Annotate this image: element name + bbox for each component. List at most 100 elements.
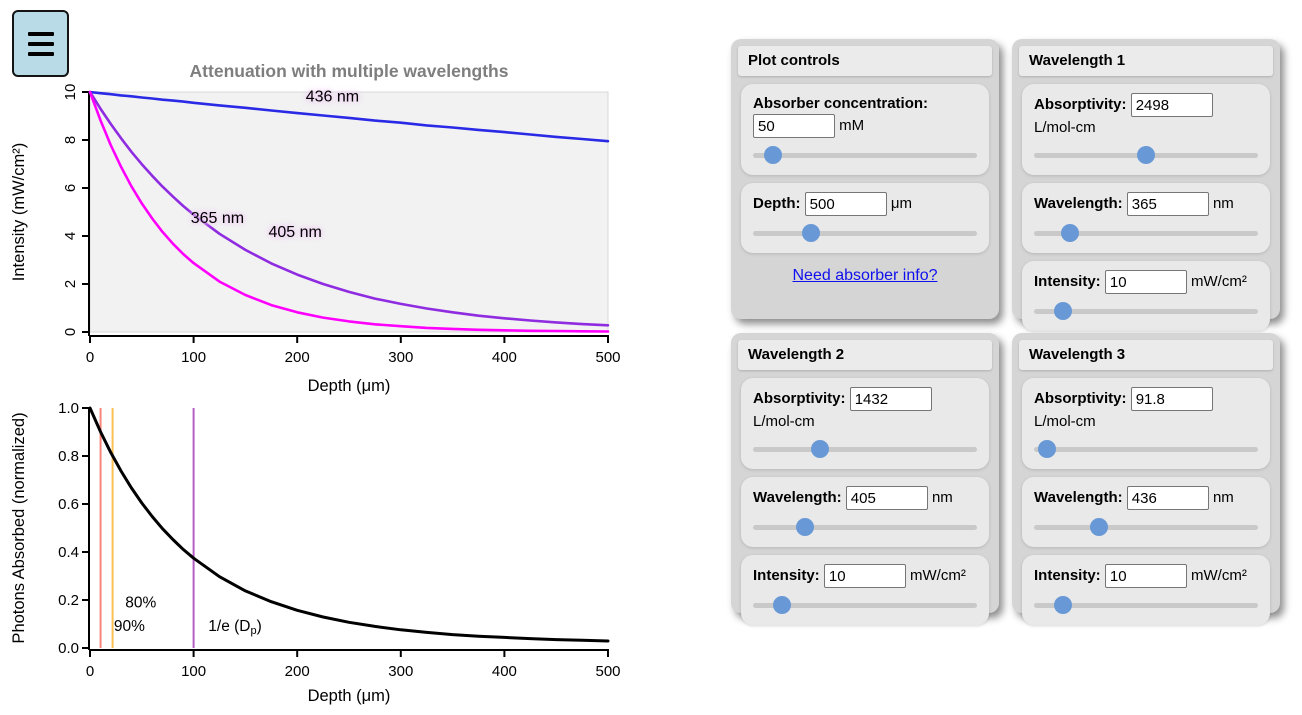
slider-track bbox=[753, 153, 977, 158]
absorptivity-input[interactable] bbox=[1130, 387, 1213, 411]
wavelength-slider[interactable] bbox=[753, 518, 977, 537]
wavelength-2-panel: Wavelength 2 Absorptivity: L/mol-cm Wave… bbox=[731, 333, 999, 625]
svg-text:6: 6 bbox=[62, 184, 79, 192]
absorptivity-input[interactable] bbox=[1130, 93, 1213, 117]
absorptivity-slider[interactable] bbox=[1034, 440, 1258, 459]
slider-thumb[interactable] bbox=[1137, 146, 1155, 164]
svg-text:0: 0 bbox=[86, 663, 94, 680]
wavelength-slider[interactable] bbox=[1034, 518, 1258, 537]
svg-text:2: 2 bbox=[62, 280, 79, 288]
slider-thumb[interactable] bbox=[1054, 302, 1073, 320]
wavelength-input[interactable] bbox=[1126, 192, 1209, 216]
depth-slider[interactable] bbox=[753, 224, 977, 243]
absorptivity-unit: L/mol-cm bbox=[753, 413, 815, 430]
intensity-input[interactable] bbox=[1104, 564, 1187, 588]
absorptivity-control: Absorptivity: L/mol-cm bbox=[1022, 84, 1270, 175]
svg-text:Depth (μm): Depth (μm) bbox=[308, 687, 391, 705]
plot-controls-panel: Plot controls Absorber concentration: mM… bbox=[731, 39, 999, 319]
wavelength-slider[interactable] bbox=[1034, 224, 1258, 243]
svg-text:436 nm: 436 nm bbox=[306, 89, 359, 106]
absorptivity-slider[interactable] bbox=[1034, 146, 1258, 165]
svg-text:90%: 90% bbox=[114, 618, 145, 635]
svg-text:500: 500 bbox=[595, 349, 620, 366]
svg-text:300: 300 bbox=[388, 663, 413, 680]
slider-thumb[interactable] bbox=[1038, 440, 1057, 458]
slider-track bbox=[753, 603, 977, 608]
wavelength-unit: nm bbox=[931, 488, 953, 506]
wavelength-input[interactable] bbox=[1126, 486, 1209, 510]
absorptivity-input[interactable] bbox=[849, 387, 932, 411]
slider-thumb[interactable] bbox=[764, 146, 783, 164]
svg-text:200: 200 bbox=[285, 349, 310, 366]
wavelength-control: Wavelength: nm bbox=[741, 477, 989, 547]
svg-text:1.0: 1.0 bbox=[58, 400, 79, 417]
absorber-info-link[interactable]: Need absorber info? bbox=[792, 267, 938, 284]
wavelength-unit: nm bbox=[1212, 488, 1234, 506]
hamburger-bar bbox=[27, 41, 54, 46]
absorptivity-slider[interactable] bbox=[753, 440, 977, 459]
menu-button[interactable] bbox=[12, 10, 69, 77]
intensity-control: Intensity: mW/cm² bbox=[1022, 555, 1270, 625]
svg-text:0: 0 bbox=[62, 328, 79, 336]
slider-thumb[interactable] bbox=[811, 440, 830, 458]
intensity-slider[interactable] bbox=[1034, 596, 1258, 615]
svg-text:400: 400 bbox=[492, 663, 517, 680]
hamburger-bar bbox=[27, 51, 54, 56]
svg-text:4: 4 bbox=[62, 232, 79, 240]
intensity-input[interactable] bbox=[823, 564, 906, 588]
svg-text:400: 400 bbox=[492, 349, 517, 366]
wavelength-input[interactable] bbox=[845, 486, 928, 510]
intensity-control: Intensity: mW/cm² bbox=[741, 555, 989, 625]
svg-text:10: 10 bbox=[62, 84, 79, 101]
absorptivity-label: Absorptivity: bbox=[753, 389, 846, 407]
wavelength-label: Wavelength: bbox=[753, 488, 842, 506]
slider-thumb[interactable] bbox=[773, 596, 792, 614]
wavelength-label: Wavelength: bbox=[1034, 194, 1123, 212]
svg-text:100: 100 bbox=[181, 663, 206, 680]
intensity-slider[interactable] bbox=[1034, 302, 1258, 321]
slider-thumb[interactable] bbox=[1054, 596, 1073, 614]
svg-text:Depth (μm): Depth (μm) bbox=[308, 377, 391, 395]
absorber-concentration-unit: mM bbox=[839, 116, 865, 134]
attenuation-chart: Attenuation with multiple wavelengths 0 10… bbox=[10, 61, 621, 395]
slider-track bbox=[753, 525, 977, 530]
svg-text:100: 100 bbox=[181, 349, 206, 366]
svg-text:0.0: 0.0 bbox=[58, 640, 79, 657]
svg-text:0.4: 0.4 bbox=[58, 544, 79, 561]
svg-text:200: 200 bbox=[285, 663, 310, 680]
intensity-unit: mW/cm² bbox=[1191, 566, 1247, 584]
wavelength-control: Wavelength: nm bbox=[1022, 477, 1270, 547]
slider-thumb[interactable] bbox=[1060, 224, 1079, 242]
slider-track bbox=[1034, 309, 1258, 314]
svg-text:Photons Absorbed (normalized): Photons Absorbed (normalized) bbox=[10, 412, 28, 643]
absorber-concentration-slider[interactable] bbox=[753, 146, 977, 165]
slider-track bbox=[1034, 603, 1258, 608]
intensity-label: Intensity: bbox=[1034, 272, 1101, 290]
intensity-slider[interactable] bbox=[753, 596, 977, 615]
panel-title: Wavelength 2 bbox=[738, 340, 992, 370]
depth-input[interactable] bbox=[804, 192, 887, 216]
depth-label: Depth: bbox=[753, 194, 801, 212]
slider-thumb[interactable] bbox=[1089, 518, 1108, 536]
slider-track bbox=[1034, 525, 1258, 530]
absorptivity-label: Absorptivity: bbox=[1034, 95, 1127, 113]
svg-text:0: 0 bbox=[86, 349, 94, 366]
absorptivity-control: Absorptivity: L/mol-cm bbox=[1022, 378, 1270, 469]
slider-track bbox=[753, 447, 977, 452]
intensity-unit: mW/cm² bbox=[910, 566, 966, 584]
photons-absorbed-chart: 0 100 200 300 400 500 0.0 0.2 0.4 0.6 0.8 1.0 Photon… bbox=[10, 400, 621, 705]
intensity-input[interactable] bbox=[1104, 270, 1187, 294]
intensity-label: Intensity: bbox=[1034, 566, 1101, 584]
svg-text:0.8: 0.8 bbox=[58, 448, 79, 465]
absorber-concentration-input[interactable] bbox=[753, 114, 835, 138]
svg-text:300: 300 bbox=[388, 349, 413, 366]
svg-text:Intensity (mW/cm²): Intensity (mW/cm²) bbox=[10, 143, 28, 281]
absorptivity-unit: L/mol-cm bbox=[1034, 413, 1096, 430]
slider-thumb[interactable] bbox=[795, 518, 814, 536]
slider-thumb[interactable] bbox=[802, 224, 821, 242]
intensity-control: Intensity: mW/cm² bbox=[1022, 261, 1270, 331]
absorptivity-control: Absorptivity: L/mol-cm bbox=[741, 378, 989, 469]
svg-text:Attenuation with multiple wave: Attenuation with multiple wavelengths bbox=[190, 61, 509, 81]
hamburger-bar bbox=[27, 31, 54, 36]
absorber-concentration-label: Absorber concentration: bbox=[753, 95, 929, 112]
